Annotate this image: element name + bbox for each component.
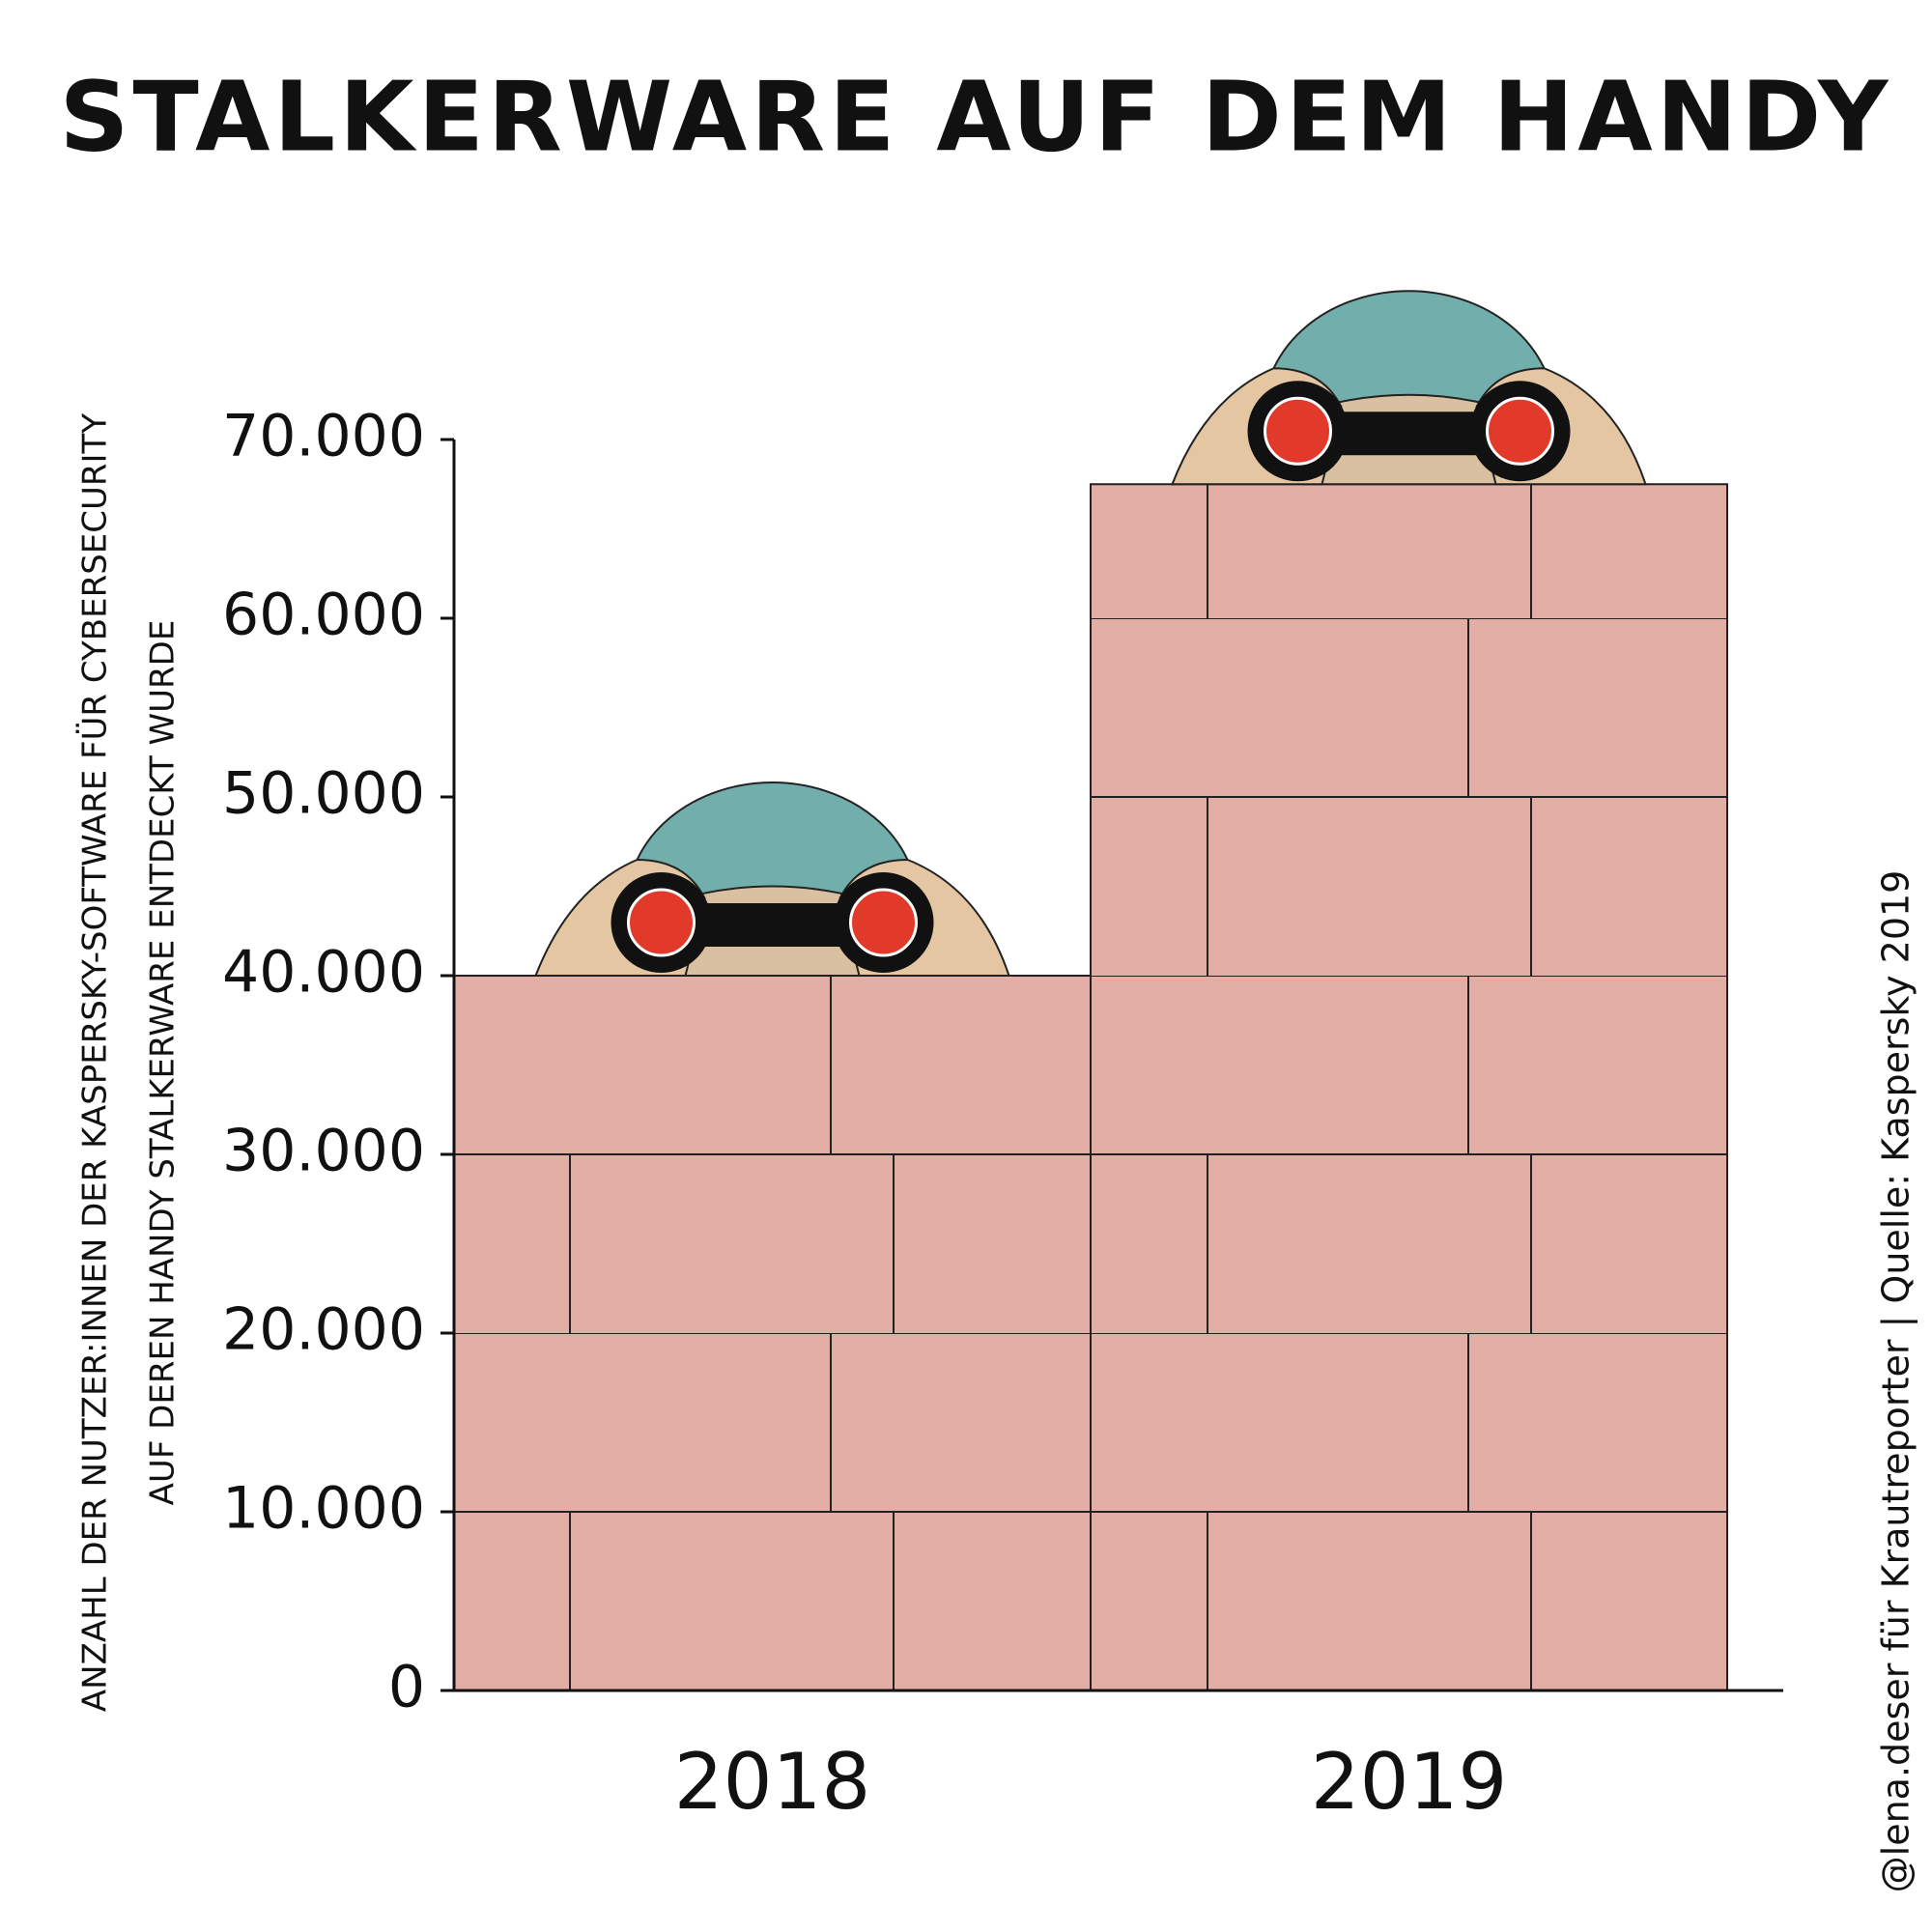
lens bbox=[849, 888, 918, 957]
lens bbox=[1264, 396, 1332, 466]
y-tick-label: 50.000 bbox=[222, 760, 425, 828]
y-tick-label: 30.000 bbox=[222, 1118, 425, 1185]
x-tick-label: 2019 bbox=[1311, 1737, 1508, 1827]
y-tick-label: 0 bbox=[388, 1654, 425, 1721]
y-tick-label: 40.000 bbox=[222, 939, 425, 1007]
credit: @lena.deser für Krautreporter | Quelle: … bbox=[1875, 870, 1918, 1893]
lens bbox=[627, 888, 696, 957]
lens bbox=[1486, 396, 1554, 466]
y-label-line: AUF DEREN HANDY STALKERWARE ENTDECKT WUR… bbox=[144, 620, 183, 1506]
y-tick-label: 60.000 bbox=[222, 582, 425, 649]
y-tick-label: 70.000 bbox=[222, 403, 425, 470]
y-axis-label: ANZAHL DER NUTZER:INNEN DER KASPERSKY-SO… bbox=[75, 413, 183, 1712]
x-tick-label: 2018 bbox=[674, 1737, 871, 1827]
bar bbox=[453, 975, 1092, 1691]
head bbox=[1263, 290, 1555, 413]
y-tick-label: 10.000 bbox=[222, 1475, 425, 1543]
head bbox=[626, 781, 919, 904]
y-tick-label: 20.000 bbox=[222, 1296, 425, 1364]
watcher bbox=[1171, 290, 1647, 486]
chart-title: STALKERWARE AUF DEM HANDY bbox=[60, 60, 1892, 173]
bar bbox=[1090, 483, 1728, 1691]
watcher bbox=[534, 781, 1010, 977]
y-label-line: ANZAHL DER NUTZER:INNEN DER KASPERSKY-SO… bbox=[75, 413, 115, 1712]
